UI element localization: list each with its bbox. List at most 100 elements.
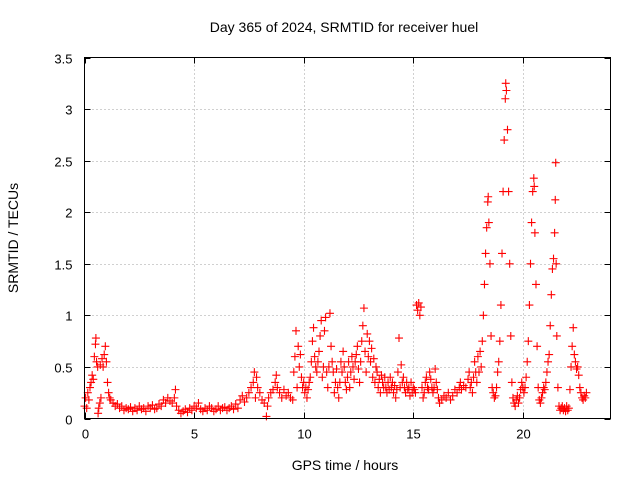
data-point bbox=[480, 280, 489, 289]
data-point bbox=[296, 350, 305, 359]
data-point bbox=[255, 388, 264, 397]
data-point bbox=[442, 393, 451, 402]
data-point bbox=[192, 404, 201, 413]
data-point bbox=[395, 334, 404, 343]
data-point bbox=[475, 368, 483, 377]
data-point bbox=[550, 228, 559, 237]
data-point bbox=[309, 323, 318, 332]
data-point bbox=[501, 94, 510, 103]
data-point bbox=[356, 357, 365, 366]
data-point bbox=[365, 337, 374, 346]
data-point bbox=[252, 373, 261, 382]
data-point bbox=[530, 182, 539, 191]
data-point bbox=[426, 375, 435, 384]
data-point bbox=[96, 393, 105, 402]
data-point bbox=[570, 350, 579, 359]
data-point bbox=[332, 364, 341, 373]
data-point bbox=[152, 404, 161, 413]
grid bbox=[84, 57, 611, 419]
data-point bbox=[479, 311, 488, 320]
x-tick-label: 0 bbox=[82, 427, 89, 442]
data-point bbox=[424, 385, 433, 394]
data-point bbox=[117, 402, 126, 411]
data-point bbox=[85, 383, 94, 392]
data-point bbox=[203, 406, 212, 415]
data-point bbox=[533, 342, 542, 351]
data-point bbox=[477, 362, 486, 371]
data-point bbox=[313, 357, 322, 366]
data-point bbox=[99, 362, 108, 371]
data-point bbox=[187, 406, 196, 415]
data-point bbox=[397, 360, 406, 369]
data-point bbox=[487, 331, 496, 340]
y-tick-label: 2 bbox=[65, 206, 72, 221]
data-point bbox=[323, 383, 332, 392]
data-point bbox=[565, 385, 574, 394]
data-point bbox=[318, 373, 327, 382]
data-point bbox=[448, 391, 457, 400]
y-axis-title: SRMTID / TECUs bbox=[5, 183, 21, 293]
data-point bbox=[277, 393, 286, 402]
data-point bbox=[393, 368, 402, 377]
data-point bbox=[540, 385, 549, 394]
data-point bbox=[386, 373, 395, 382]
data-point bbox=[574, 371, 583, 380]
data-point bbox=[419, 393, 428, 402]
data-point bbox=[491, 391, 500, 400]
data-point bbox=[346, 368, 355, 377]
data-point bbox=[549, 254, 558, 263]
data-point bbox=[250, 368, 259, 377]
data-point bbox=[341, 378, 350, 387]
data-point bbox=[519, 388, 528, 397]
data-point bbox=[505, 259, 514, 268]
data-point bbox=[103, 378, 112, 387]
data-point bbox=[370, 378, 379, 387]
data-point bbox=[183, 408, 192, 417]
data-point bbox=[82, 404, 91, 413]
data-point bbox=[522, 373, 531, 382]
data-point bbox=[359, 304, 368, 313]
data-point bbox=[536, 399, 545, 408]
data-point bbox=[506, 331, 515, 340]
data-point bbox=[170, 393, 179, 402]
data-point bbox=[315, 347, 324, 356]
data-point bbox=[306, 373, 315, 382]
data-point bbox=[367, 344, 376, 353]
data-point bbox=[361, 347, 370, 356]
data-point bbox=[286, 393, 295, 402]
data-point bbox=[363, 329, 372, 338]
y-tick-label: 2.5 bbox=[54, 155, 72, 170]
data-point bbox=[272, 371, 281, 380]
data-point bbox=[501, 79, 510, 88]
data-point bbox=[470, 357, 479, 366]
data-point bbox=[297, 373, 306, 382]
data-point bbox=[321, 313, 330, 322]
data-point bbox=[333, 383, 342, 392]
data-point bbox=[515, 393, 524, 402]
data-point bbox=[288, 395, 297, 404]
data-point bbox=[552, 259, 561, 268]
data-point bbox=[312, 368, 321, 377]
data-point bbox=[407, 378, 416, 387]
data-point bbox=[225, 404, 234, 413]
data-point bbox=[504, 187, 513, 196]
data-point bbox=[571, 357, 580, 366]
data-point bbox=[523, 357, 532, 366]
data-point bbox=[390, 381, 399, 390]
data-point bbox=[236, 395, 245, 404]
data-point bbox=[308, 337, 317, 346]
data-point bbox=[472, 378, 481, 387]
y-tick-label: 1 bbox=[65, 309, 72, 324]
data-point bbox=[575, 383, 584, 392]
data-point bbox=[539, 383, 548, 392]
data-point bbox=[284, 388, 293, 397]
data-point bbox=[262, 412, 271, 421]
data-point bbox=[433, 385, 442, 394]
data-point bbox=[268, 385, 277, 394]
data-point bbox=[484, 192, 493, 201]
data-point bbox=[291, 326, 300, 335]
data-point bbox=[168, 399, 177, 408]
data-point bbox=[155, 400, 164, 409]
data-point bbox=[457, 385, 466, 394]
data-point bbox=[336, 357, 345, 366]
